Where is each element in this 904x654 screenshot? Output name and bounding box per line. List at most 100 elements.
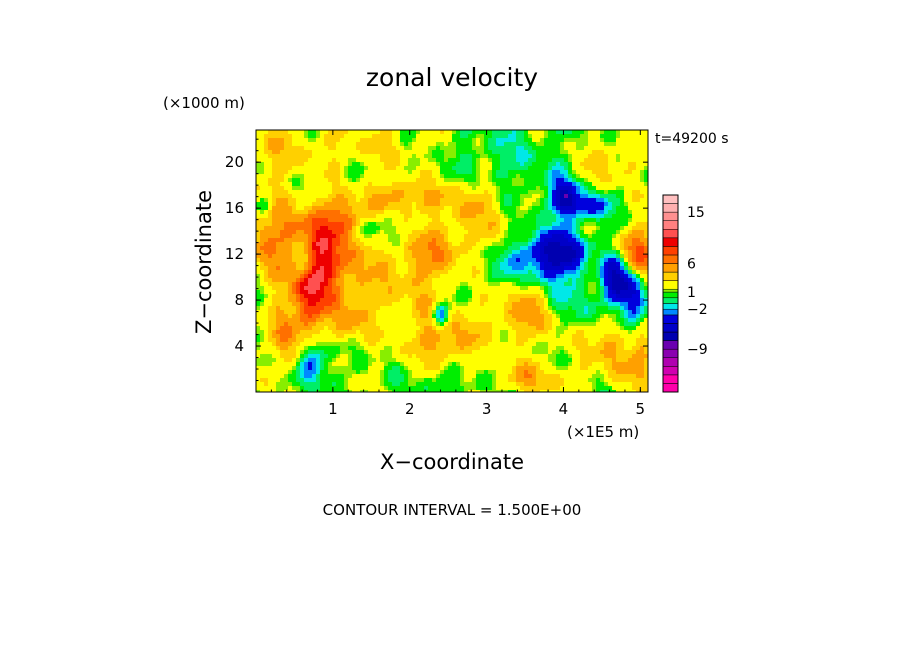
field-cell <box>424 138 429 143</box>
field-cell <box>556 154 561 159</box>
field-cell <box>512 274 517 279</box>
field-cell <box>580 306 585 311</box>
field-cell <box>332 310 337 315</box>
field-cell <box>580 234 585 239</box>
field-cell <box>352 190 357 195</box>
field-cell <box>284 250 289 255</box>
field-cell <box>604 294 609 299</box>
field-cell <box>636 282 641 287</box>
field-cell <box>292 166 297 171</box>
field-cell <box>480 146 485 151</box>
field-cell <box>568 142 573 147</box>
field-cell <box>468 170 473 175</box>
field-cell <box>644 258 649 263</box>
field-cell <box>572 314 577 319</box>
field-cell <box>504 278 509 283</box>
field-cell <box>432 290 437 295</box>
field-cell <box>568 310 573 315</box>
field-cell <box>420 146 425 151</box>
field-cell <box>600 330 605 335</box>
field-cell <box>436 182 441 187</box>
field-cell <box>344 282 349 287</box>
field-cell <box>528 242 533 247</box>
field-cell <box>268 154 273 159</box>
field-cell <box>544 250 549 255</box>
field-cell <box>440 330 445 335</box>
field-cell <box>564 138 569 143</box>
field-cell <box>372 314 377 319</box>
field-cell <box>484 218 489 223</box>
field-cell <box>492 282 497 287</box>
field-cell <box>548 214 553 219</box>
field-cell <box>256 130 261 135</box>
field-cell <box>284 278 289 283</box>
field-cell <box>340 278 345 283</box>
field-cell <box>416 134 421 139</box>
field-cell <box>496 326 501 331</box>
field-cell <box>600 314 605 319</box>
field-cell <box>348 242 353 247</box>
field-cell <box>388 330 393 335</box>
field-cell <box>552 234 557 239</box>
field-cell <box>292 330 297 335</box>
field-cell <box>456 210 461 215</box>
field-cell <box>512 194 517 199</box>
field-cell <box>284 314 289 319</box>
field-cell <box>400 134 405 139</box>
field-cell <box>540 246 545 251</box>
field-cell <box>580 286 585 291</box>
field-cell <box>256 306 261 311</box>
field-cell <box>264 162 269 167</box>
field-cell <box>540 202 545 207</box>
field-cell <box>544 258 549 263</box>
field-cell <box>292 302 297 307</box>
field-cell <box>564 182 569 187</box>
field-cell <box>296 134 301 139</box>
field-cell <box>604 226 609 231</box>
field-cell <box>316 146 321 151</box>
field-cell <box>352 202 357 207</box>
field-cell <box>260 310 265 315</box>
field-cell <box>520 222 525 227</box>
field-cell <box>368 330 373 335</box>
field-cell <box>584 250 589 255</box>
field-cell <box>564 210 569 215</box>
field-cell <box>472 230 477 235</box>
field-cell <box>640 146 645 151</box>
field-cell <box>580 130 585 135</box>
field-cell <box>532 254 537 259</box>
field-cell <box>440 270 445 275</box>
field-cell <box>508 174 513 179</box>
field-cell <box>352 222 357 227</box>
field-cell <box>524 182 529 187</box>
field-cell <box>500 266 505 271</box>
field-cell <box>448 306 453 311</box>
field-cell <box>448 270 453 275</box>
field-cell <box>344 270 349 275</box>
field-cell <box>556 206 561 211</box>
field-cell <box>516 166 521 171</box>
field-cell <box>488 278 493 283</box>
field-cell <box>356 262 361 267</box>
field-cell <box>324 214 329 219</box>
field-cell <box>524 138 529 143</box>
field-cell <box>420 178 425 183</box>
field-cell <box>524 330 529 335</box>
field-cell <box>532 202 537 207</box>
field-cell <box>412 146 417 151</box>
field-cell <box>332 330 337 335</box>
field-cell <box>604 202 609 207</box>
field-cell <box>616 286 621 291</box>
field-cell <box>428 210 433 215</box>
field-cell <box>368 146 373 151</box>
field-cell <box>424 142 429 147</box>
field-cell <box>600 242 605 247</box>
field-cell <box>428 314 433 319</box>
field-cell <box>260 194 265 199</box>
field-cell <box>596 294 601 299</box>
field-cell <box>272 174 277 179</box>
field-cell <box>348 326 353 331</box>
field-cell <box>352 318 357 323</box>
field-cell <box>520 134 525 139</box>
field-cell <box>420 278 425 283</box>
